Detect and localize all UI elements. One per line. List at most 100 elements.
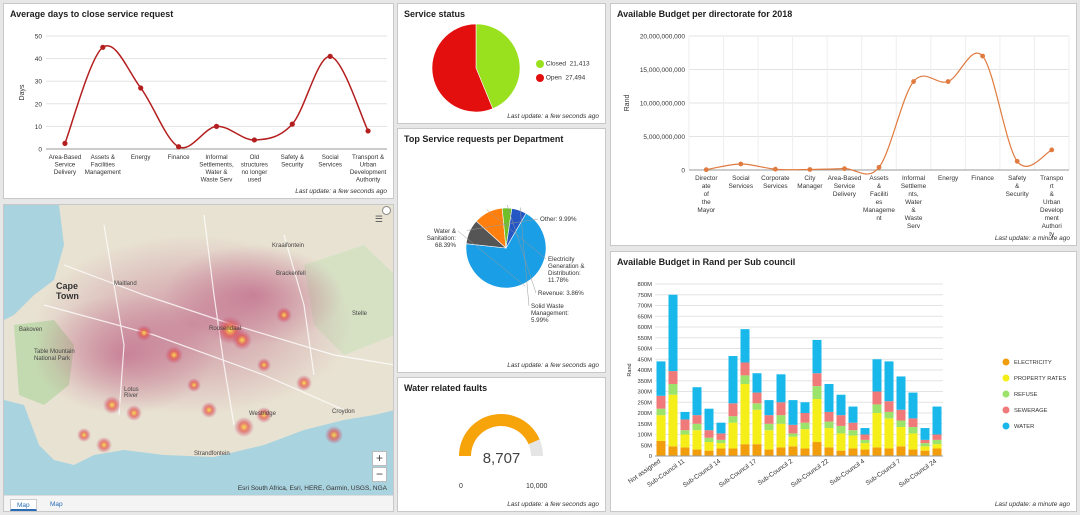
map-panel[interactable]: Cape Town Kraaifontein Brackenfell Stelle…	[3, 204, 394, 512]
y-tick-label: 150M	[637, 422, 652, 428]
zoom-in-button[interactable]: +	[372, 451, 387, 466]
y-tick-label: 400M	[637, 368, 652, 374]
x-tick-label: Management	[85, 169, 121, 176]
bar-segment	[692, 387, 702, 416]
x-tick-label: ate	[702, 183, 711, 190]
leader-line	[486, 209, 547, 260]
pie-slice	[431, 23, 494, 113]
service-status-pie[interactable]	[418, 16, 538, 116]
bar-segment	[788, 436, 798, 447]
bar-segment	[848, 435, 858, 449]
bar-segment	[788, 424, 798, 434]
bar-segment	[920, 450, 930, 456]
tab-map-1[interactable]: Map	[10, 499, 37, 511]
bar-segment	[884, 411, 894, 419]
bar-segment	[920, 446, 930, 451]
slice-label: 68.39%	[435, 242, 456, 249]
bar-segment	[812, 442, 822, 456]
data-point	[327, 53, 333, 59]
slice-label: Management:	[531, 310, 569, 317]
tab-map-2[interactable]: Map	[50, 501, 63, 508]
data-point	[738, 161, 744, 167]
bar-segment	[812, 339, 822, 374]
x-tick-label: Safety	[1008, 175, 1027, 182]
y-tick-label: 200M	[637, 411, 652, 417]
legend-item-open[interactable]: Open 27,494	[536, 74, 590, 82]
avg-days-chart[interactable]: 0 10 20 30 40 50 Days Area-BasedServiceDelivery…	[4, 18, 393, 198]
panel-title: Available Budget in Rand per Sub council	[617, 257, 796, 267]
x-tick-label: Services	[763, 183, 788, 190]
x-tick-label: Delivery	[833, 191, 857, 198]
y-tick-label: 0	[681, 168, 685, 175]
svg-text:Brackenfell: Brackenfell	[276, 271, 306, 277]
legend-swatch	[536, 60, 544, 68]
x-tick-label: Waste	[905, 215, 923, 222]
slice-label: Distribution:	[548, 270, 581, 277]
x-tick-label: Services	[729, 183, 754, 190]
bar-segment	[812, 386, 822, 400]
x-tick-label: no longer	[241, 169, 267, 176]
bar-segment	[788, 433, 798, 437]
svg-text:Roosendaal: Roosendaal	[209, 326, 241, 332]
x-tick-label: the	[702, 199, 711, 206]
bar-segment	[776, 374, 786, 403]
budget-subcouncil-chart[interactable]: 0 50M 100M 150M 200M 250M 300M 350M 400M 450M 500M…	[611, 266, 1076, 512]
legend-label: ELECTRICITY	[1014, 360, 1052, 366]
x-tick-label: Develop	[1040, 207, 1064, 214]
x-tick-label: Faciliti	[870, 191, 888, 198]
x-tick-label: Settlements,	[199, 162, 234, 169]
legend-swatch	[1002, 390, 1010, 398]
x-tick-label: Sub-Council 17	[718, 458, 759, 489]
bar-segment	[680, 411, 690, 420]
y-tick-label: 650M	[637, 314, 652, 320]
data-point	[62, 140, 68, 146]
bar-segment	[776, 415, 786, 424]
service-status-panel: Service status Closed 21,413 Open 27,494…	[397, 3, 606, 124]
y-tick-label: 750M	[637, 293, 652, 299]
budget-directorate-chart[interactable]: 0 5,000,000,000 10,000,000,000 15,000,000,0…	[611, 18, 1076, 246]
leader-line	[457, 230, 526, 287]
x-tick-label: Waste Serv	[201, 177, 234, 184]
x-tick-label: ty	[1049, 231, 1055, 238]
bar-segment	[824, 447, 834, 456]
bar-segment	[788, 400, 798, 425]
bar-segment	[764, 430, 774, 450]
x-tick-label: of	[704, 191, 710, 198]
y-tick-label: 20	[35, 101, 43, 108]
water-faults-gauge[interactable]	[398, 394, 605, 504]
bar-segment	[872, 359, 882, 392]
bar-segment	[656, 395, 666, 409]
bar-segment	[836, 425, 846, 434]
legend-item-closed[interactable]: Closed 21,413	[536, 60, 590, 68]
zoom-out-button[interactable]: −	[372, 467, 387, 482]
bar-segment	[740, 383, 750, 445]
bar-segment	[668, 371, 678, 384]
top-requests-panel: Top Service requests per Department Wate…	[397, 128, 606, 373]
x-tick-label: Manager	[797, 183, 823, 190]
data-point	[945, 79, 951, 84]
top-requests-pie[interactable]: Water &Sanitation:68.39% Other: 9.99% Elec…	[398, 143, 605, 368]
slice-label: Revenue: 3.86%	[538, 290, 584, 297]
slice-label: Electricity	[548, 256, 575, 263]
x-tick-label: Authority	[356, 177, 381, 184]
x-tick-label: Manageme	[863, 207, 895, 214]
bar-segment	[728, 356, 738, 404]
bar-segment	[848, 422, 858, 431]
bar-segment	[716, 433, 726, 440]
legend-label: SEWERAGE	[1014, 408, 1048, 414]
map-layers-icon[interactable]: ☰	[374, 214, 383, 224]
bar-segment	[692, 423, 702, 431]
x-tick-label: structures	[241, 162, 268, 169]
y-tick-label: 15,000,000,000	[640, 67, 686, 74]
bar-segment	[656, 361, 666, 396]
bar-segment	[656, 415, 666, 441]
bar-segment	[836, 394, 846, 416]
x-tick-label: Services	[318, 162, 342, 169]
bar-segment	[764, 423, 774, 431]
x-tick-label: &	[1015, 183, 1020, 190]
last-update: Last update: a few seconds ago	[295, 188, 387, 195]
svg-text:Cape: Cape	[56, 281, 78, 291]
x-tick-label: Area-Based	[49, 154, 82, 161]
map-fullscreen-icon[interactable]	[382, 206, 391, 215]
